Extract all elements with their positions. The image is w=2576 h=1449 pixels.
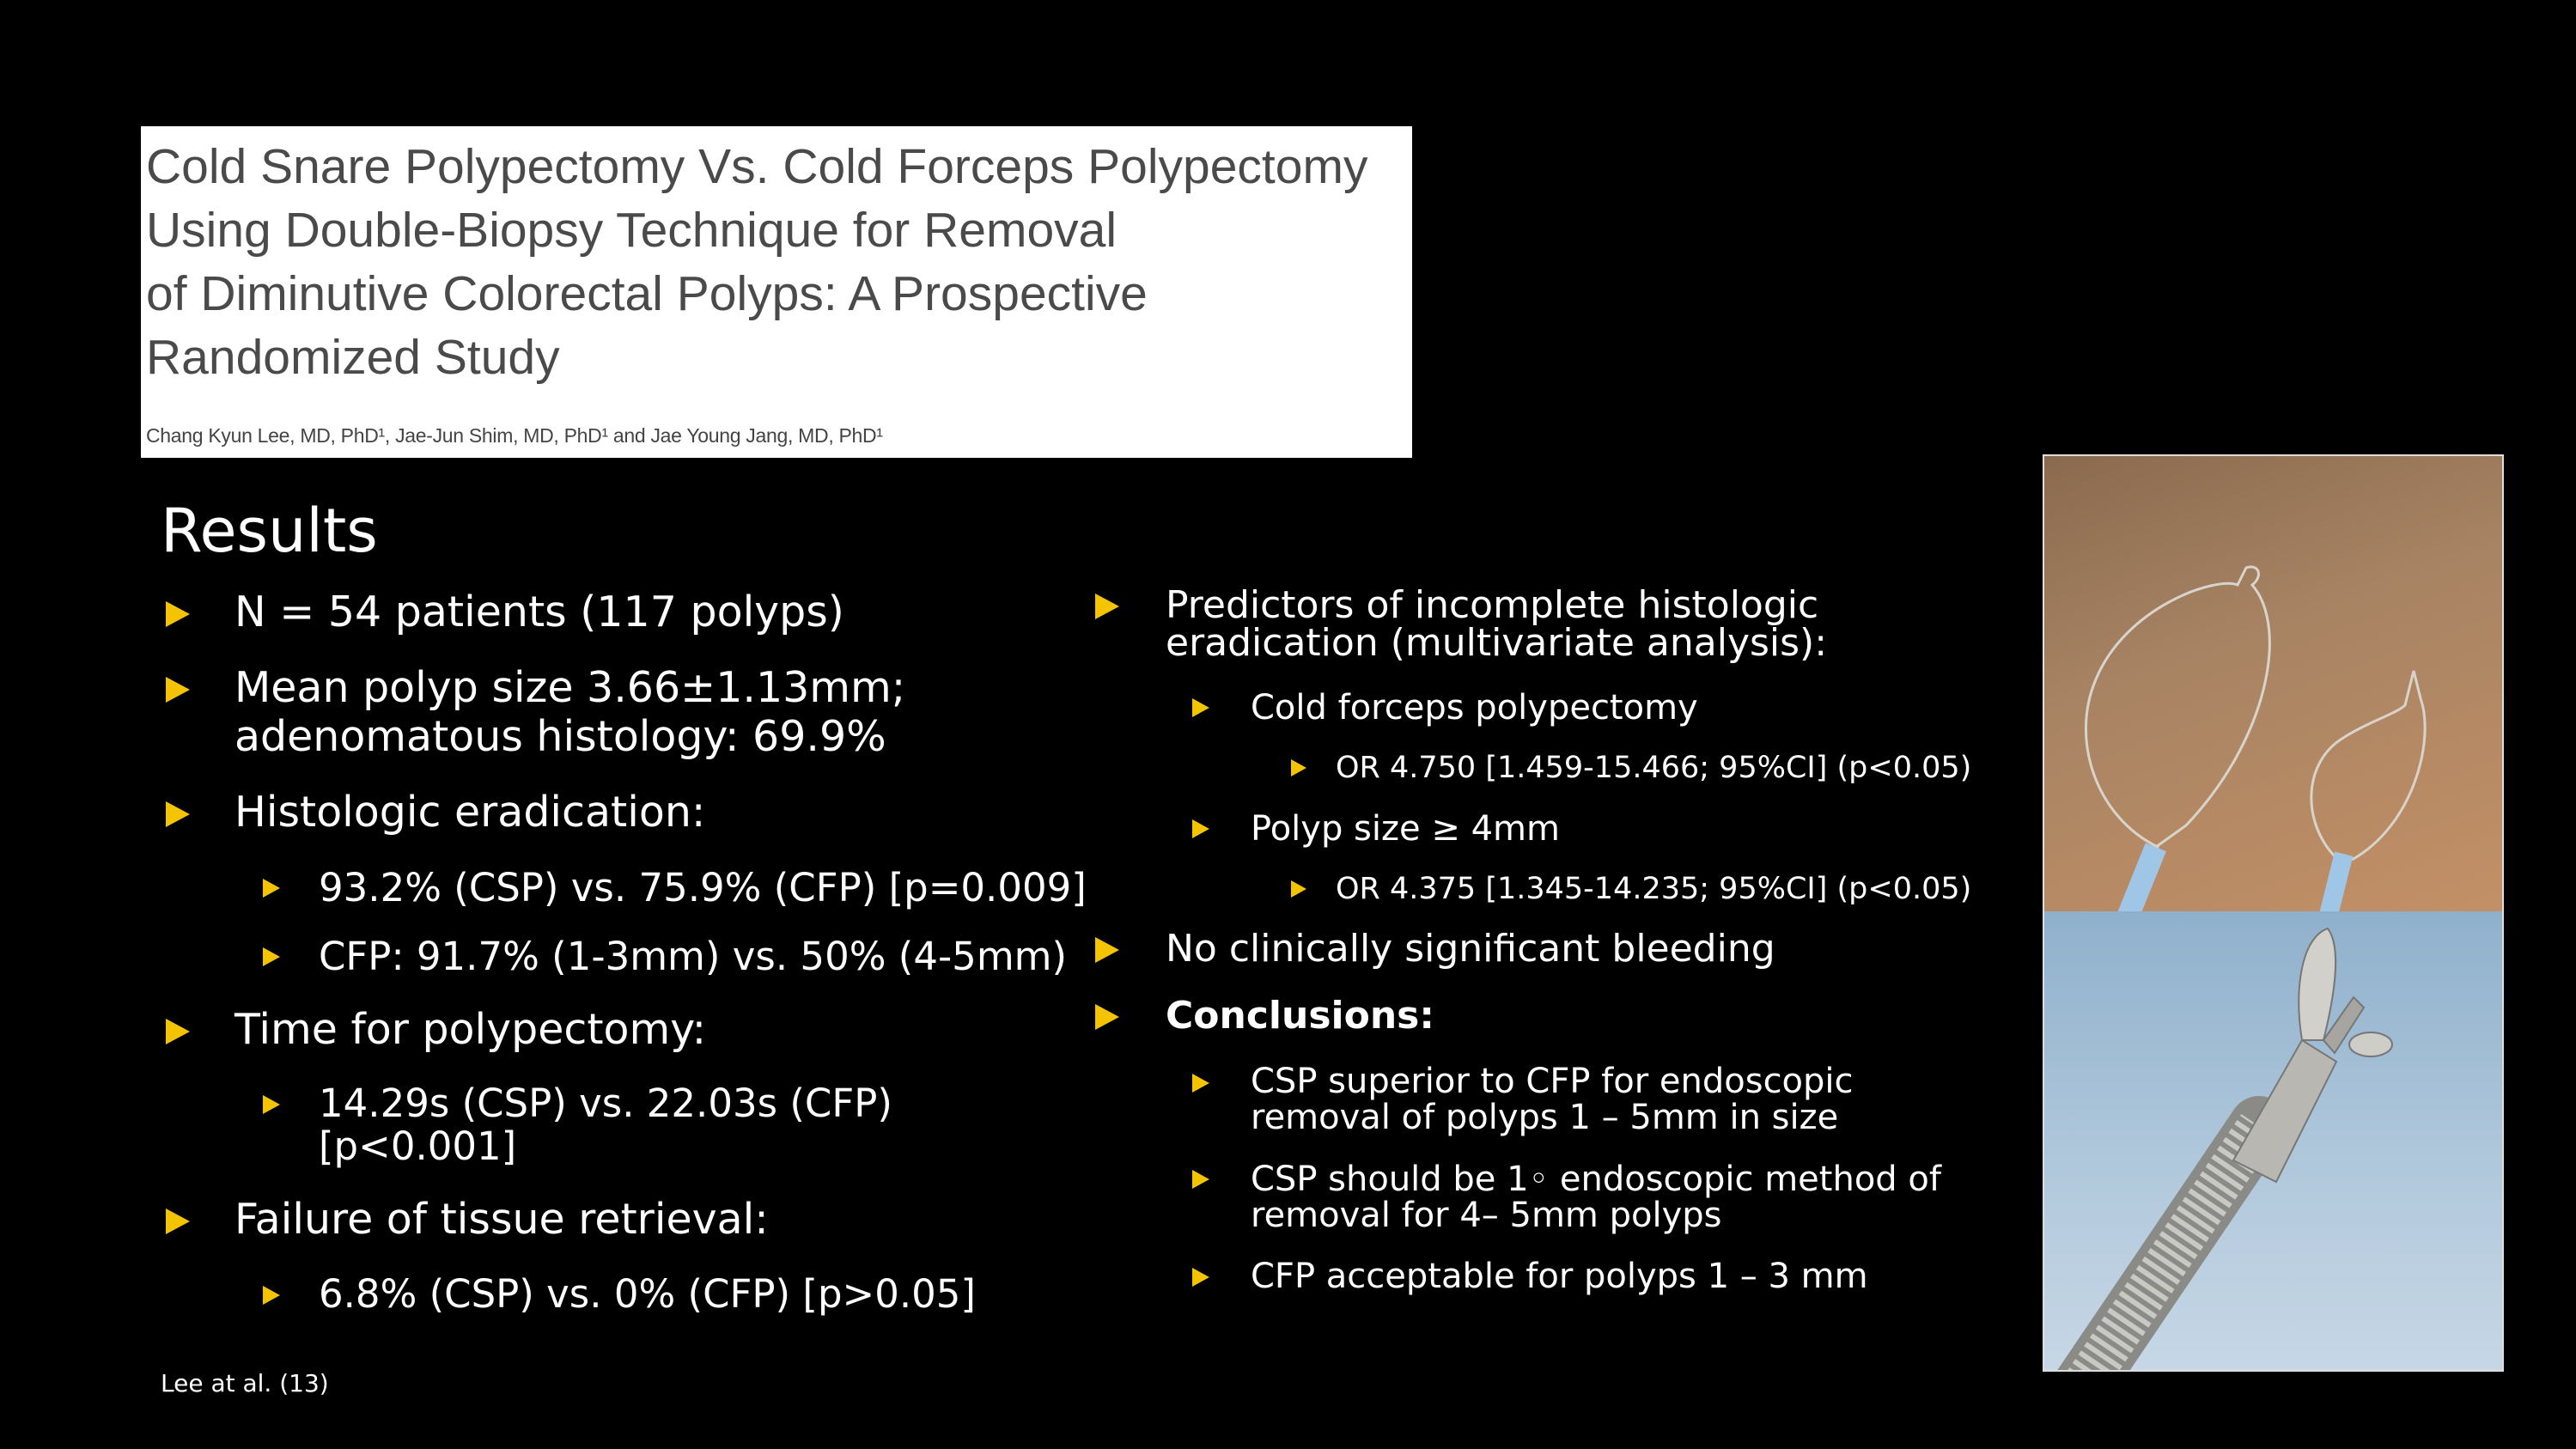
article-title-line-3: of Diminutive Colorectal Polyps: A Prosp… [146,266,1148,321]
sub-sub-bullet-arrow-icon [1291,759,1306,776]
sub-bullet-arrow-icon [1192,1268,1209,1287]
sub-bullet-arrow-icon [263,1095,280,1114]
sub-bullet-arrow-icon [263,879,280,898]
failure-sub: 6.8% (CSP) vs. 0% (CFP) [p>0.05] [319,1271,976,1317]
polyp-size-line-2: adenomatous histology: 69.9% [234,712,886,761]
instruments-photo [2043,454,2504,1372]
sub-bullet-arrow-icon [1192,1170,1209,1189]
predictors-line-1: Predictors of incomplete histologic [1166,583,1819,627]
sub-bullet-arrow-icon [263,947,280,966]
sub-bullet-arrow-icon [1192,1074,1209,1093]
failure-text: Failure of tissue retrieval: [234,1195,769,1244]
bullet-arrow-icon [166,801,190,827]
predictors-line-2: eradication (multivariate analysis): [1166,621,1828,665]
polyp-size-line-1: Mean polyp size 3.66±1.13mm; [234,663,906,712]
eradication-text: Histologic eradication: [234,788,706,837]
bullet-arrow-icon [166,677,190,703]
biopsy-forceps-illustration [2057,927,2393,1370]
conclusions-heading: Conclusions: [1166,994,1434,1038]
bullet-arrow-icon [1095,594,1119,619]
time-text: Time for polypectomy: [234,1005,707,1054]
conclusion-3: CFP acceptable for polyps 1 – 3 mm [1251,1257,1868,1296]
sub-bullet-arrow-icon [1192,819,1209,838]
forceps-text: Cold forceps polypectomy [1251,688,1698,728]
conclusion-1-line-2: removal of polyps 1 – 5mm in size [1251,1098,1839,1137]
citation: Lee at al. (13) [161,1369,329,1397]
bleeding-text: No clinically significant bleeding [1166,927,1775,971]
bullet-arrow-icon [1095,1004,1119,1030]
eradication-sub-1: 93.2% (CSP) vs. 75.9% (CFP) [p=0.009] [319,865,1087,910]
eradication-sub-2: CFP: 91.7% (1-3mm) vs. 50% (4-5mm) [319,934,1068,979]
polyp-size-or-text: OR 4.375 [1.345-14.235; 95%CI] (p<0.05) [1336,872,1972,906]
bullet-arrow-icon [1095,937,1119,963]
conclusion-1-line-1: CSP superior to CFP for endoscopic [1251,1062,1854,1101]
forceps-photo [2044,911,2502,1370]
polyp-size-text: Polyp size ≥ 4mm [1251,809,1560,849]
bullet-arrow-icon [166,1209,190,1234]
forceps-or-text: OR 4.750 [1.459-15.466; 95%CI] (p<0.05) [1336,751,1972,785]
article-authors: Chang Kyun Lee, MD, PhD¹, Jae-Jun Shim, … [146,424,883,447]
sub-sub-bullet-arrow-icon [1291,880,1306,898]
time-sub-line-2: [p<0.001] [319,1123,517,1169]
sub-bullet-arrow-icon [263,1286,280,1305]
bullet-arrow-icon [166,601,190,627]
article-title-line-1: Cold Snare Polypectomy Vs. Cold Forceps … [146,139,1368,194]
article-title-line-2: Using Double-Biopsy Technique for Remova… [146,203,1117,258]
snare-loops-illustration [2084,565,2427,923]
bullet-arrow-icon [166,1019,190,1044]
patients-text: N = 54 patients (117 polyps) [234,588,844,636]
article-header-image: Cold Snare Polypectomy Vs. Cold Forceps … [141,126,1412,458]
time-sub-line-1: 14.29s (CSP) vs. 22.03s (CFP) [319,1081,892,1126]
snare-photo [2044,456,2502,923]
sub-bullet-arrow-icon [1192,698,1209,717]
article-title-line-4: Randomized Study [146,330,560,385]
results-heading: Results [161,496,378,566]
conclusion-2-line-1: CSP should be 1◦ endoscopic method of [1251,1160,1941,1199]
conclusion-2-line-2: removal for 4– 5mm polyps [1251,1196,1722,1235]
